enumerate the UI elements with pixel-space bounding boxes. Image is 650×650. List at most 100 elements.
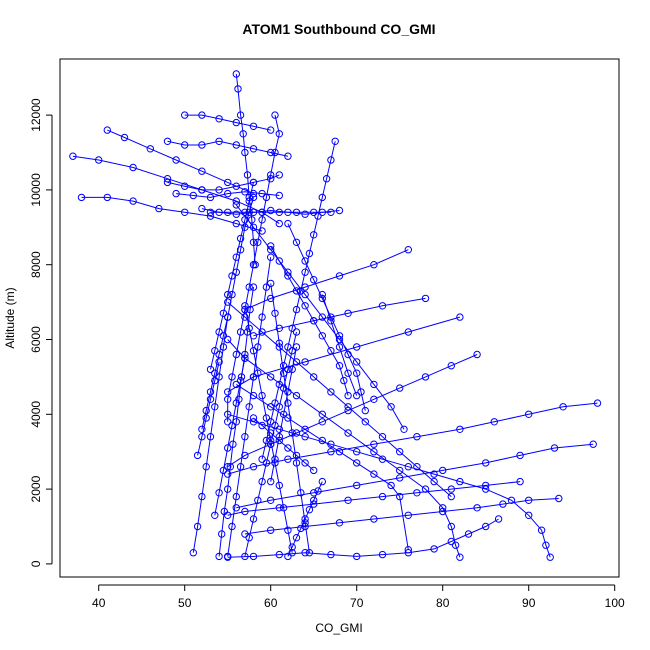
data-point [275,191,283,200]
data-point [267,148,275,157]
data-point [198,204,206,213]
data-point [292,343,301,351]
data-point [275,343,283,351]
data-point [335,519,344,527]
data-point [284,343,292,351]
data-point [258,391,266,400]
data-point [172,156,180,164]
profile-series [77,193,266,235]
data-point [206,212,215,220]
x-tick-label: 50 [178,596,192,610]
data-point [206,388,215,396]
data-point [353,343,361,351]
data-point [245,283,253,291]
data-point [275,504,283,512]
data-point [232,182,241,190]
data-point [301,549,309,557]
data-point [224,388,232,396]
profile-series [206,208,335,217]
data-point [378,492,387,501]
data-point [318,313,326,321]
series-line [244,249,409,311]
data-point [559,403,567,411]
data-point [297,524,305,533]
data-point [310,317,318,325]
data-point [305,506,314,514]
series-line [201,208,340,215]
data-point [249,223,258,232]
data-point [262,459,271,467]
data-point [215,552,223,561]
data-point [198,167,206,175]
data-point [378,302,387,310]
data-point [249,373,258,381]
data-point [254,496,262,504]
data-point [77,193,86,202]
data-point [229,440,237,448]
data-point [404,463,412,471]
data-point [224,410,232,418]
data-point [516,477,524,486]
data-point [243,171,252,179]
data-point [327,317,335,325]
profile-series [172,188,283,202]
data-point [370,440,378,448]
series-line [270,283,310,553]
series-layer [69,70,602,561]
data-point [430,470,438,478]
data-point [95,156,103,164]
data-point [279,410,288,418]
y-tick-label: 12000 [29,98,43,132]
data-point [224,444,232,452]
data-point [234,85,242,93]
series-line [227,257,272,557]
series-line [81,196,263,232]
data-point [275,550,283,559]
series-line [201,316,229,430]
data-point [292,451,301,460]
data-point [219,309,228,317]
series-line [184,114,271,131]
data-point [198,186,206,194]
profile-series [69,152,283,228]
data-point [284,399,292,407]
data-point [228,421,236,430]
data-point [267,279,275,288]
profile-series [198,204,344,218]
profile-series [189,193,258,557]
series-line [192,197,254,553]
profile-series [224,477,524,519]
data-point [249,347,258,355]
data-point [198,141,206,149]
profile-series [163,171,283,194]
data-point [284,444,292,452]
data-point [258,477,266,486]
data-point [310,208,318,217]
data-point [271,309,279,317]
x-tick-label: 80 [436,596,450,610]
data-point [202,406,210,415]
profile-series [224,253,275,561]
data-point [267,403,275,411]
data-point [206,365,215,374]
data-point [525,511,533,519]
data-point [232,350,241,359]
data-point [246,305,254,314]
data-point [292,287,301,295]
data-point [241,148,249,157]
data-point [297,287,305,295]
series-line [167,140,289,157]
data-point [241,302,249,310]
profile-series [249,414,318,475]
data-point [396,466,404,475]
data-point [318,332,326,340]
data-point [236,111,245,119]
data-point [241,216,249,224]
data-point [318,193,326,202]
data-point [224,552,232,561]
data-point [249,122,258,131]
data-point [288,543,296,551]
series-line [227,114,280,422]
data-point [396,384,404,392]
data-point [146,145,155,153]
